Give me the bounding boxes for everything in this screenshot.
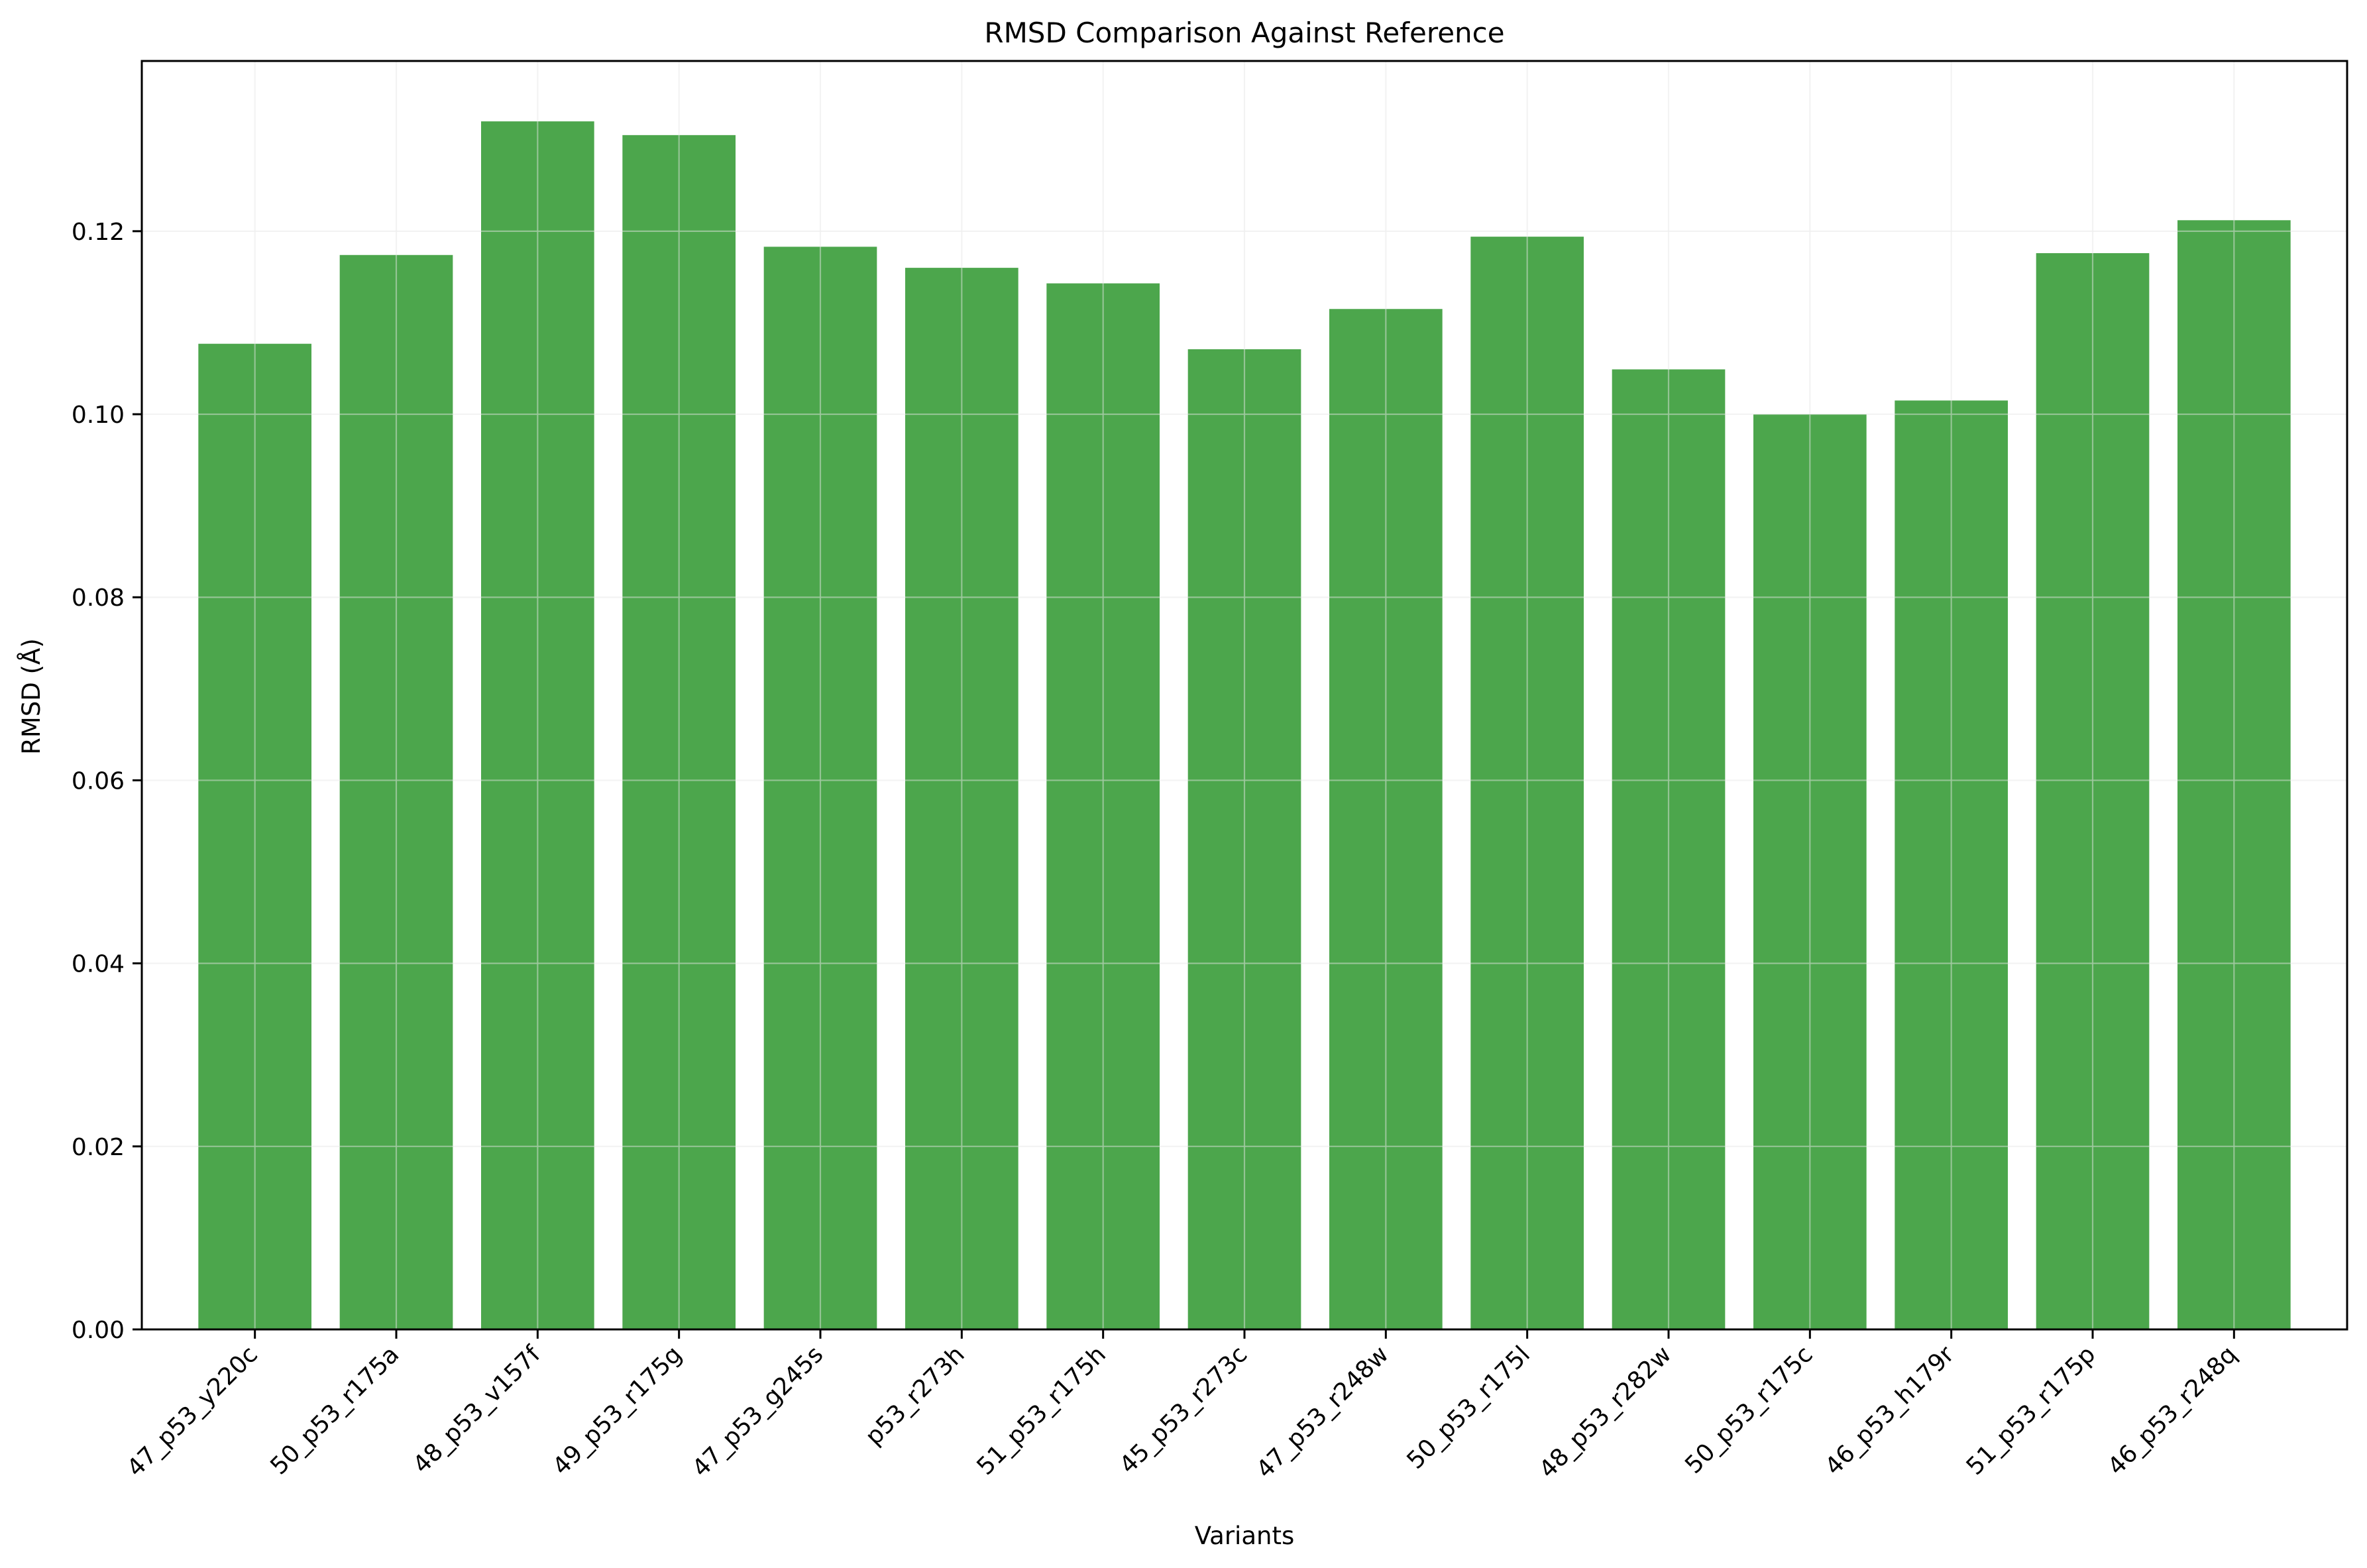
bar-49_p53_r175g — [622, 135, 736, 1330]
chart-title: RMSD Comparison Against Reference — [984, 17, 1504, 49]
bar-46_p53_r248q — [2177, 220, 2291, 1329]
bar-47_p53_g245s — [763, 247, 877, 1330]
grid-lines — [142, 61, 2347, 1331]
bar-47_p53_r248w — [1329, 309, 1443, 1329]
bar-46_p53_h179r — [1895, 400, 2008, 1329]
bar-48_p53_r282w — [1612, 369, 1726, 1329]
y-tick-label: 0.12 — [72, 219, 125, 246]
y-tick-label: 0.04 — [72, 951, 125, 978]
bar-51_p53_r175p — [2036, 253, 2150, 1329]
y-tick-label: 0.06 — [72, 767, 125, 795]
bar-45_p53_r273c — [1187, 349, 1301, 1329]
bars — [198, 121, 2291, 1330]
y-tick-label: 0.02 — [72, 1134, 125, 1161]
x-axis-label: Variants — [1195, 1522, 1295, 1550]
y-tick-label: 0.00 — [72, 1317, 125, 1344]
bar-51_p53_r175h — [1046, 283, 1160, 1329]
bar-50_p53_r175l — [1470, 237, 1584, 1329]
bar-50_p53_r175a — [339, 254, 453, 1329]
bar-p53_r273h — [905, 268, 1018, 1330]
y-tick-label: 0.08 — [72, 585, 125, 612]
bar-47_p53_y220c — [198, 343, 311, 1330]
bar-48_p53_v157f — [481, 121, 594, 1329]
y-axis-label: RMSD (Å) — [17, 638, 46, 755]
bar-50_p53_r175c — [1753, 414, 1867, 1329]
y-tick-label: 0.10 — [72, 402, 125, 429]
